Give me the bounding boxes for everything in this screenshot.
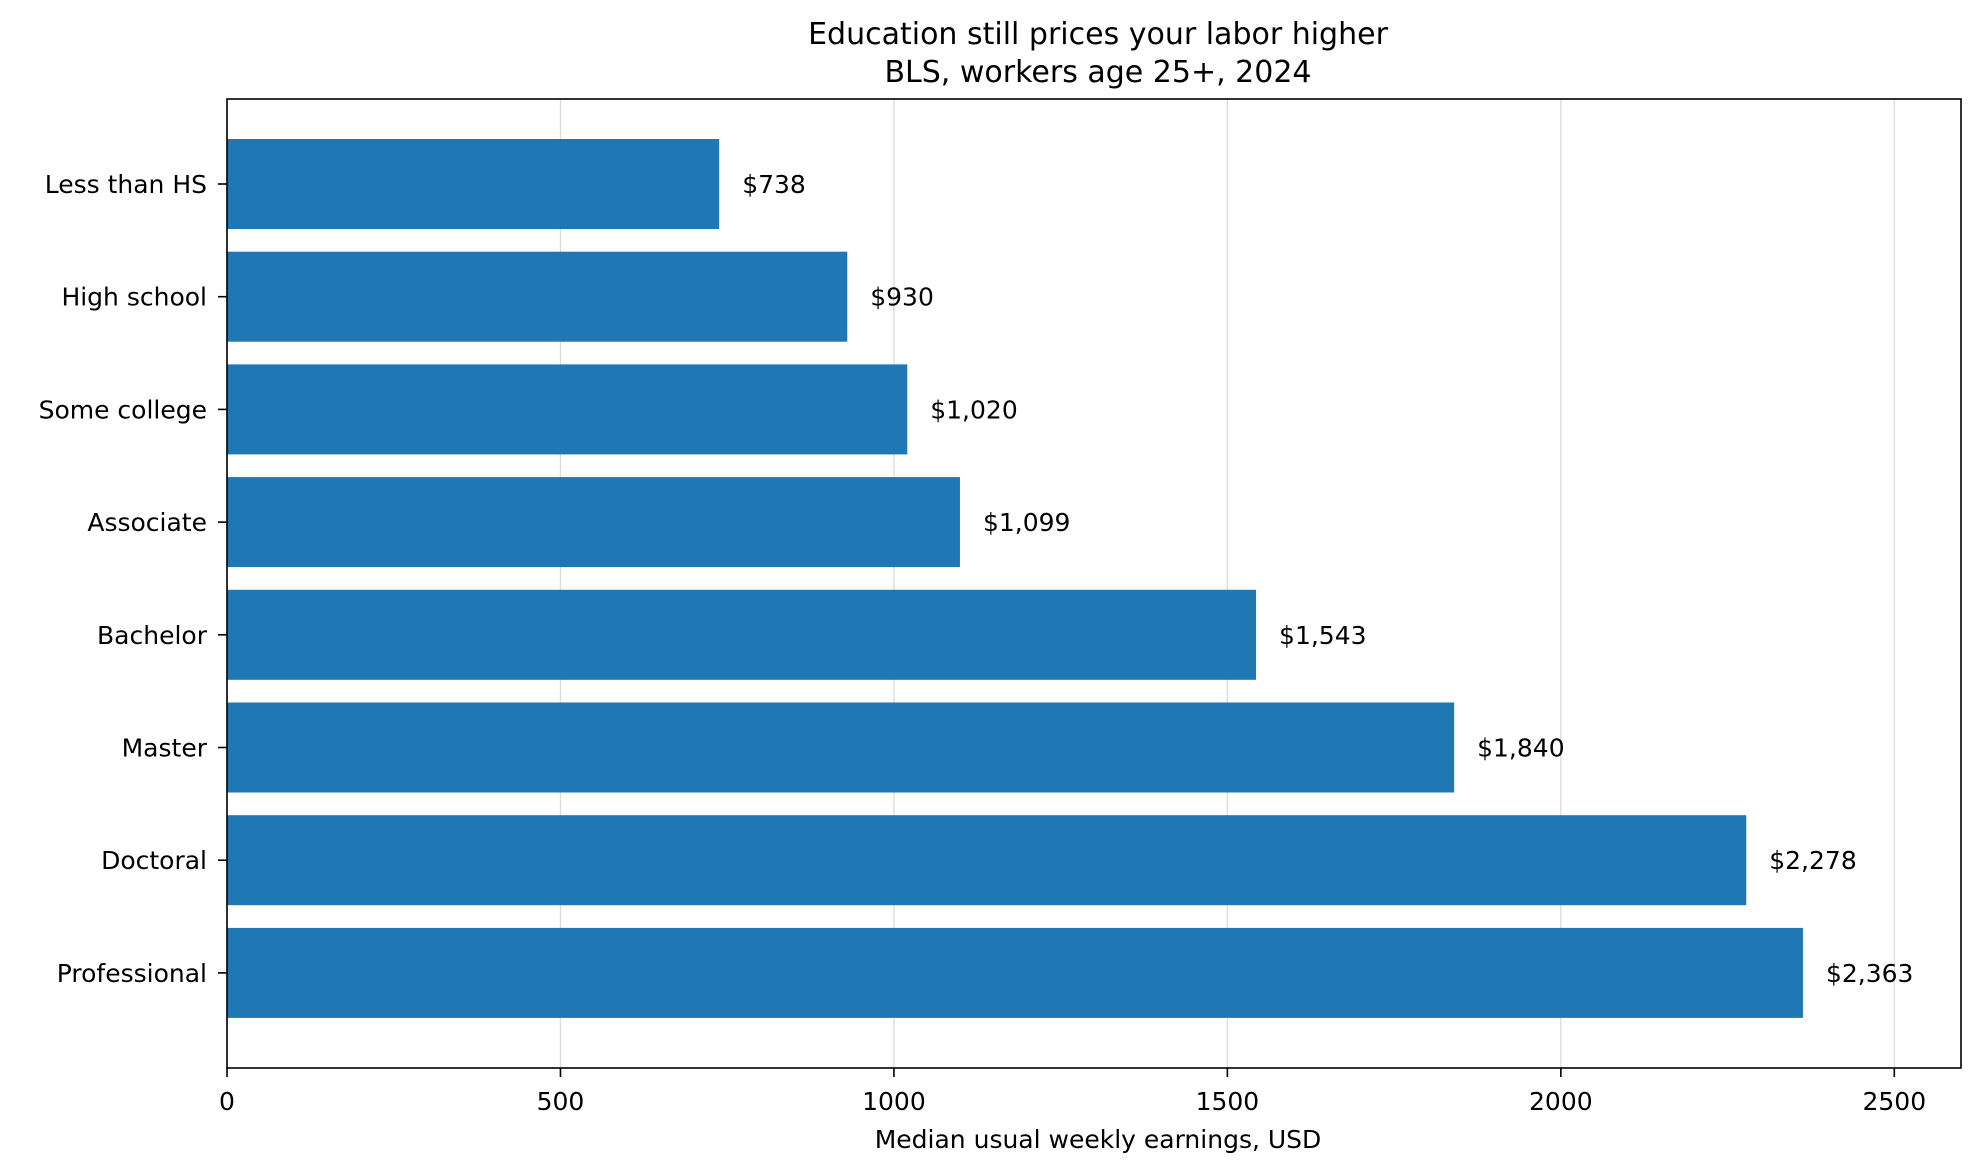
y-tick-label: Less than HS — [45, 170, 207, 199]
plot-frame — [226, 98, 1962, 1069]
bar — [227, 139, 720, 229]
bar — [227, 702, 1455, 793]
y-tick-label: Professional — [57, 959, 207, 988]
bar-value-label: $1,020 — [930, 395, 1017, 424]
x-tick-label: 1500 — [1196, 1087, 1260, 1116]
bar-value-label: $1,099 — [983, 508, 1070, 537]
x-tick-label: 500 — [537, 1087, 585, 1116]
bar — [227, 364, 908, 455]
chart-title: Education still prices your labor higher — [808, 17, 1388, 52]
bar-value-label: $1,840 — [1477, 734, 1564, 763]
y-tick-label: Bachelor — [97, 621, 208, 650]
bar-value-label: $1,543 — [1279, 621, 1366, 650]
x-axis-ticks: 0 500 1000 1500 2000 2500 — [219, 1068, 1926, 1116]
bar-value-label: $930 — [870, 283, 934, 312]
x-axis-label: Median usual weekly earnings, USD — [875, 1125, 1322, 1154]
bar-value-label: $2,363 — [1826, 959, 1913, 988]
y-tick-label: Some college — [39, 395, 207, 424]
y-tick-label: High school — [61, 283, 207, 312]
data-labels: $738 $930 $1,020 $1,099 $1,543 $1,840 $2,278 $2… — [742, 170, 1913, 988]
bar-value-label: $738 — [742, 170, 806, 199]
bar — [227, 251, 848, 342]
y-tick-label: Associate — [87, 508, 207, 537]
x-tick-label: 2500 — [1862, 1087, 1926, 1116]
bars — [227, 139, 1803, 1018]
y-axis-ticks: Less than HS High school Some college Assoc… — [39, 170, 227, 988]
y-tick-label: Doctoral — [101, 846, 207, 875]
x-tick-label: 0 — [219, 1087, 235, 1116]
y-tick-label: Master — [122, 734, 208, 763]
gridlines — [226, 99, 1896, 1068]
bar — [227, 815, 1747, 906]
chart-subtitle: BLS, workers age 25+, 2024 — [884, 55, 1311, 90]
bar — [227, 589, 1257, 680]
x-tick-label: 1000 — [862, 1087, 926, 1116]
bar-value-label: $2,278 — [1769, 846, 1856, 875]
bar — [227, 927, 1803, 1018]
x-tick-label: 2000 — [1529, 1087, 1593, 1116]
bar — [227, 477, 960, 568]
